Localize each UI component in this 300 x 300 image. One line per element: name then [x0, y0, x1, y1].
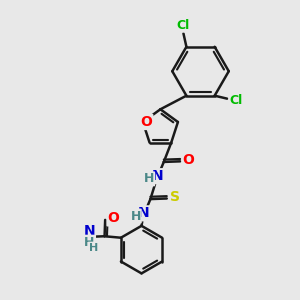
Text: O: O: [108, 212, 119, 225]
Text: Cl: Cl: [230, 94, 243, 106]
Text: Cl: Cl: [177, 19, 190, 32]
Text: N: N: [138, 206, 150, 220]
Text: H: H: [84, 236, 94, 249]
Text: N: N: [152, 169, 163, 183]
Text: S: S: [170, 190, 180, 204]
Text: H: H: [89, 242, 98, 253]
Text: H: H: [130, 209, 141, 223]
Text: H: H: [144, 172, 154, 185]
Text: O: O: [140, 115, 152, 129]
Text: O: O: [182, 153, 194, 167]
Text: N: N: [83, 224, 95, 239]
